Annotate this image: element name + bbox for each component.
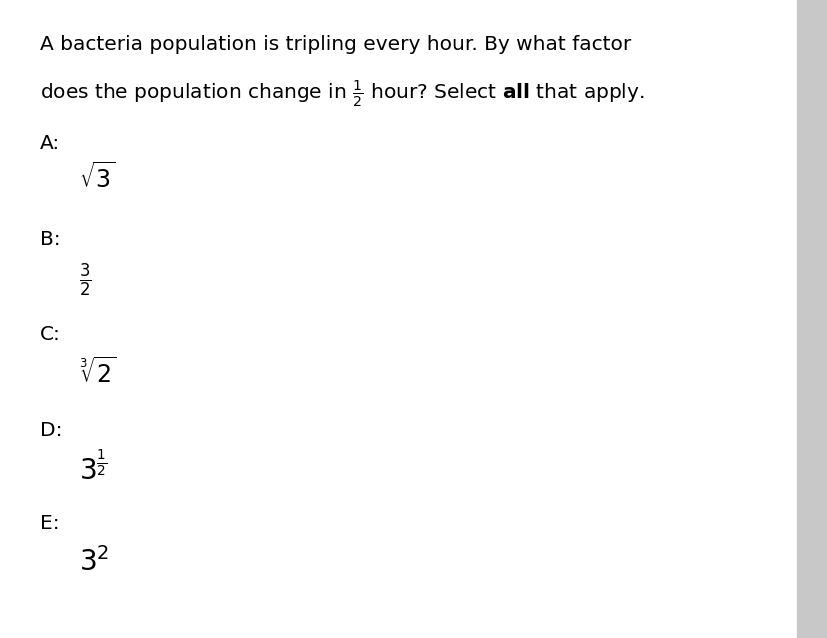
Text: $\frac{3}{2}$: $\frac{3}{2}$ <box>79 262 91 299</box>
Text: E:: E: <box>40 514 60 533</box>
Text: C:: C: <box>40 325 60 345</box>
Text: D:: D: <box>40 421 62 440</box>
Text: A:: A: <box>40 134 60 153</box>
Text: $\sqrt{3}$: $\sqrt{3}$ <box>79 163 115 193</box>
Bar <box>796 0 827 638</box>
Text: A bacteria population is tripling every hour. By what factor: A bacteria population is tripling every … <box>40 35 630 54</box>
Text: B:: B: <box>40 230 60 249</box>
Text: $3^{2}$: $3^{2}$ <box>79 547 109 577</box>
Text: $\sqrt[3]{2}$: $\sqrt[3]{2}$ <box>79 357 116 388</box>
Text: $3^{\frac{1}{2}}$: $3^{\frac{1}{2}}$ <box>79 452 108 486</box>
Text: does the population change in $\frac{1}{2}$ hour? Select $\mathbf{all}$ that app: does the population change in $\frac{1}{… <box>40 78 643 108</box>
